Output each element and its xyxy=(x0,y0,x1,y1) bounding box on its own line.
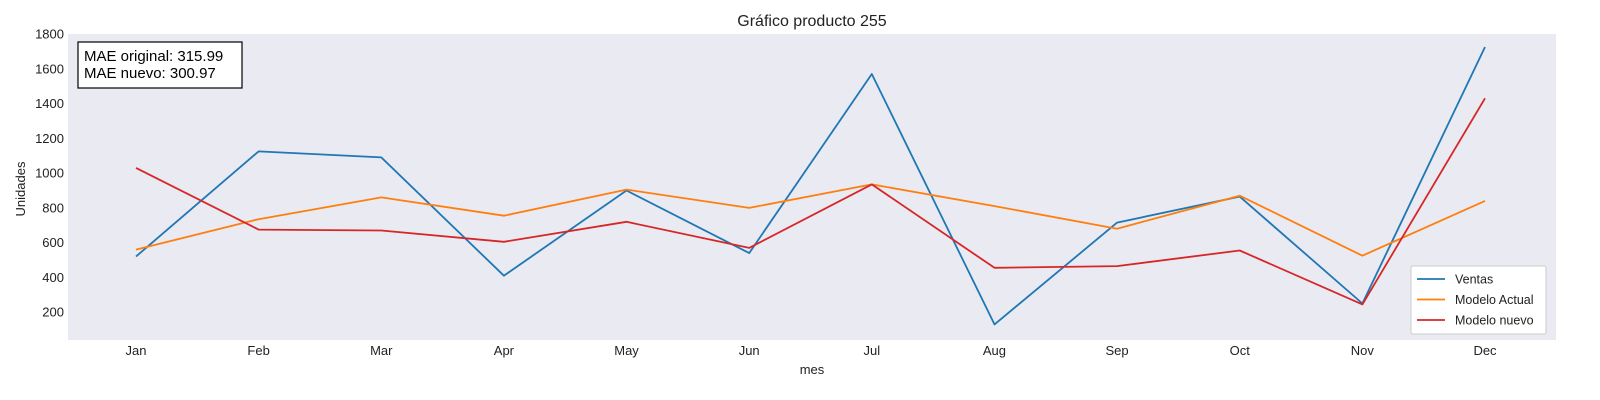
x-axis-title: mes xyxy=(800,362,825,377)
legend: Ventas Modelo Actual Modelo nuevo xyxy=(1410,265,1547,335)
y-tick-label: 200 xyxy=(42,305,64,320)
y-tick-labels: 200 400 600 800 1000 1200 1400 1600 1800 xyxy=(35,27,64,320)
x-tick-label: Sep xyxy=(1106,343,1129,358)
x-tick-label: May xyxy=(614,343,639,358)
x-tick-label: Dec xyxy=(1473,343,1497,358)
x-tick-label: Jun xyxy=(739,343,760,358)
y-tick-label: 1400 xyxy=(35,96,64,111)
y-tick-label: 800 xyxy=(42,200,64,215)
mae-nuevo-text: MAE nuevo: 300.97 xyxy=(84,65,216,82)
y-tick-label: 600 xyxy=(42,235,64,250)
x-tick-label: Jul xyxy=(864,343,881,358)
x-tick-label: Oct xyxy=(1230,343,1251,358)
y-tick-label: 1800 xyxy=(35,27,64,42)
x-tick-label: Mar xyxy=(370,343,393,358)
x-tick-labels: Jan Feb Mar Apr May Jun Jul Aug Sep Oct Nov Dec xyxy=(126,343,1498,358)
y-tick-label: 1200 xyxy=(35,131,64,146)
y-tick-label: 1000 xyxy=(35,166,64,181)
series-line xyxy=(135,97,1486,306)
x-tick-label: Jan xyxy=(126,343,147,358)
x-tick-label: Nov xyxy=(1351,343,1375,358)
mae-original-text: MAE original: 315.99 xyxy=(84,48,223,65)
chart-title: Gráfico producto 255 xyxy=(737,13,887,30)
legend-label: Ventas xyxy=(1455,273,1493,287)
mae-box-frame xyxy=(77,41,243,89)
legend-frame xyxy=(1410,265,1547,335)
x-tick-label: Feb xyxy=(247,343,269,358)
series-line xyxy=(135,46,1486,326)
y-tick-label: 400 xyxy=(42,270,64,285)
legend-label: Modelo nuevo xyxy=(1455,314,1534,328)
series-line xyxy=(135,183,1486,257)
x-tick-label: Aug xyxy=(983,343,1006,358)
x-tick-label: Apr xyxy=(494,343,515,358)
y-tick-label: 1600 xyxy=(35,61,64,76)
legend-label: Modelo Actual xyxy=(1455,293,1534,307)
mae-annotation-box: MAE original: 315.99 MAE nuevo: 300.97 xyxy=(77,41,243,89)
series-lines xyxy=(135,46,1486,326)
y-axis-title: Unidades xyxy=(13,161,28,216)
plot-background xyxy=(68,34,1556,340)
